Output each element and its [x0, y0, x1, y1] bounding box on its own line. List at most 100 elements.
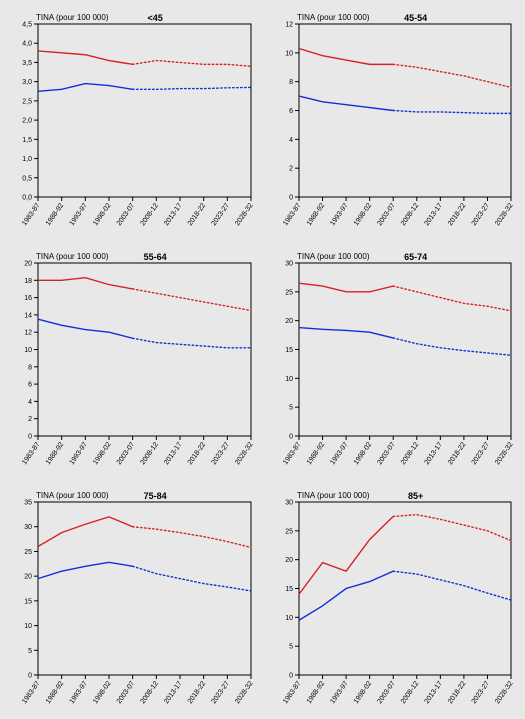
- x-tick-label: 2028-32: [234, 680, 255, 705]
- panel-title: 85+: [408, 491, 423, 501]
- x-tick-label: 2008-12: [400, 202, 421, 227]
- x-tick-label: 2023-27: [471, 202, 492, 227]
- x-tick-label: 2018-22: [187, 202, 208, 227]
- x-tick-label: 2018-22: [447, 202, 468, 227]
- x-tick-label: 2013-17: [423, 441, 444, 466]
- x-tick-label: 1983-87: [21, 202, 42, 227]
- y-tick-label: 18: [24, 278, 32, 285]
- x-tick-label: 1993-97: [329, 202, 350, 227]
- y-tick-label: 12: [285, 22, 293, 29]
- y-tick-label: 2,5: [22, 98, 32, 105]
- y-tick-label: 10: [285, 50, 293, 57]
- y-tick-label: 20: [285, 557, 293, 564]
- y-tick-label: 0: [28, 434, 32, 441]
- x-tick-label: 1998-02: [92, 680, 113, 705]
- panel-title: 65-74: [404, 252, 427, 262]
- y-tick-label: 10: [24, 347, 32, 354]
- y-tick-label: 30: [285, 500, 293, 507]
- x-tick-label: 2003-07: [116, 680, 137, 705]
- panel-title: 75-84: [144, 491, 167, 501]
- x-tick-label: 1983-87: [21, 680, 42, 705]
- x-tick-label: 2018-22: [447, 441, 468, 466]
- x-tick-label: 1983-87: [21, 441, 42, 466]
- y-tick-label: 30: [285, 261, 293, 268]
- y-axis-label: TINA (pour 100 000): [36, 13, 109, 22]
- x-tick-label: 1998-02: [353, 441, 374, 466]
- x-tick-label: 2028-32: [494, 680, 515, 705]
- x-tick-label: 1998-02: [92, 441, 113, 466]
- x-tick-label: 1993-97: [329, 680, 350, 705]
- x-tick-label: 1988-92: [306, 680, 327, 705]
- panel-45-54: TINA (pour 100 000)45-540246810121983-87…: [269, 10, 517, 231]
- x-tick-label: 1988-92: [45, 680, 66, 705]
- x-tick-label: 2003-07: [116, 441, 137, 466]
- x-tick-label: 2008-12: [400, 680, 421, 705]
- y-tick-label: 4,0: [22, 41, 32, 48]
- y-tick-label: 15: [285, 347, 293, 354]
- x-tick-label: 2013-17: [163, 441, 184, 466]
- x-tick-label: 2013-17: [163, 202, 184, 227]
- y-tick-label: 0: [289, 195, 293, 202]
- x-tick-label: 1988-92: [45, 441, 66, 466]
- x-tick-label: 2028-32: [494, 202, 515, 227]
- y-tick-label: 35: [24, 500, 32, 507]
- y-axis-label: TINA (pour 100 000): [36, 491, 109, 500]
- x-tick-label: 1993-97: [68, 202, 89, 227]
- y-tick-label: 0,0: [22, 195, 32, 202]
- panel-lt45: TINA (pour 100 000) <45 0,0 0,5 1,0 1,5 2,0 2,5…: [8, 10, 257, 231]
- x-tick-label: 2003-07: [376, 202, 397, 227]
- y-tick-label: 15: [24, 598, 32, 605]
- y-tick-label: 16: [24, 295, 32, 302]
- y-tick-label: 2,0: [22, 118, 32, 125]
- y-tick-label: 10: [285, 615, 293, 622]
- x-tick-label: 1988-92: [306, 441, 327, 466]
- chart-grid: TINA (pour 100 000) <45 0,0 0,5 1,0 1,5 2,0 2,5…: [0, 0, 525, 719]
- y-tick-label: 6: [28, 382, 32, 389]
- x-tick-label: 1993-97: [68, 680, 89, 705]
- panel-title: <45: [148, 13, 163, 23]
- y-axis-label: TINA (pour 100 000): [297, 491, 370, 500]
- y-tick-label: 2: [289, 166, 293, 173]
- y-tick-label: 3,5: [22, 60, 32, 67]
- x-tick-label: 1983-87: [282, 202, 303, 227]
- y-tick-label: 20: [24, 261, 32, 268]
- x-tick-label: 2003-07: [376, 680, 397, 705]
- y-tick-label: 4: [28, 399, 32, 406]
- x-tick-label: 2003-07: [116, 202, 137, 227]
- x-tick-label: 2023-27: [210, 680, 231, 705]
- panel-55-64: TINA (pour 100 000)55-640246810121416182…: [8, 249, 257, 470]
- y-tick-label: 25: [285, 289, 293, 296]
- x-tick-label: 2008-12: [139, 441, 160, 466]
- x-tick-label: 1993-97: [329, 441, 350, 466]
- x-tick-label: 2023-27: [471, 680, 492, 705]
- y-tick-label: 30: [24, 524, 32, 531]
- x-tick-label: 2023-27: [210, 202, 231, 227]
- panel-title: 45-54: [404, 13, 427, 23]
- panel-85p: TINA (pour 100 000)85+0510152025301983-8…: [269, 488, 517, 709]
- y-tick-label: 0: [28, 673, 32, 680]
- x-tick-label: 2018-22: [187, 441, 208, 466]
- y-tick-label: 8: [289, 79, 293, 86]
- x-tick-label: 2013-17: [163, 680, 184, 705]
- x-tick-label: 1998-02: [353, 202, 374, 227]
- x-tick-label: 2018-22: [447, 680, 468, 705]
- x-tick-label: 1983-87: [282, 441, 303, 466]
- y-tick-label: 5: [289, 405, 293, 412]
- x-tick-label: 1988-92: [45, 202, 66, 227]
- panel-65-74: TINA (pour 100 000)65-740510152025301983…: [269, 249, 517, 470]
- y-tick-label: 20: [24, 574, 32, 581]
- y-tick-label: 1,0: [22, 156, 32, 163]
- y-tick-label: 1,5: [22, 137, 32, 144]
- y-tick-label: 25: [285, 528, 293, 535]
- x-tick-label: 2008-12: [139, 202, 160, 227]
- y-axis-label: TINA (pour 100 000): [297, 252, 370, 261]
- y-tick-label: 3,0: [22, 79, 32, 86]
- x-tick-label: 2003-07: [376, 441, 397, 466]
- y-tick-label: 2: [28, 416, 32, 423]
- y-tick-label: 12: [24, 330, 32, 337]
- y-tick-label: 8: [28, 364, 32, 371]
- y-tick-label: 5: [289, 644, 293, 651]
- y-tick-label: 0,5: [22, 175, 32, 182]
- x-tick-label: 2028-32: [494, 441, 515, 466]
- x-tick-label: 2008-12: [139, 680, 160, 705]
